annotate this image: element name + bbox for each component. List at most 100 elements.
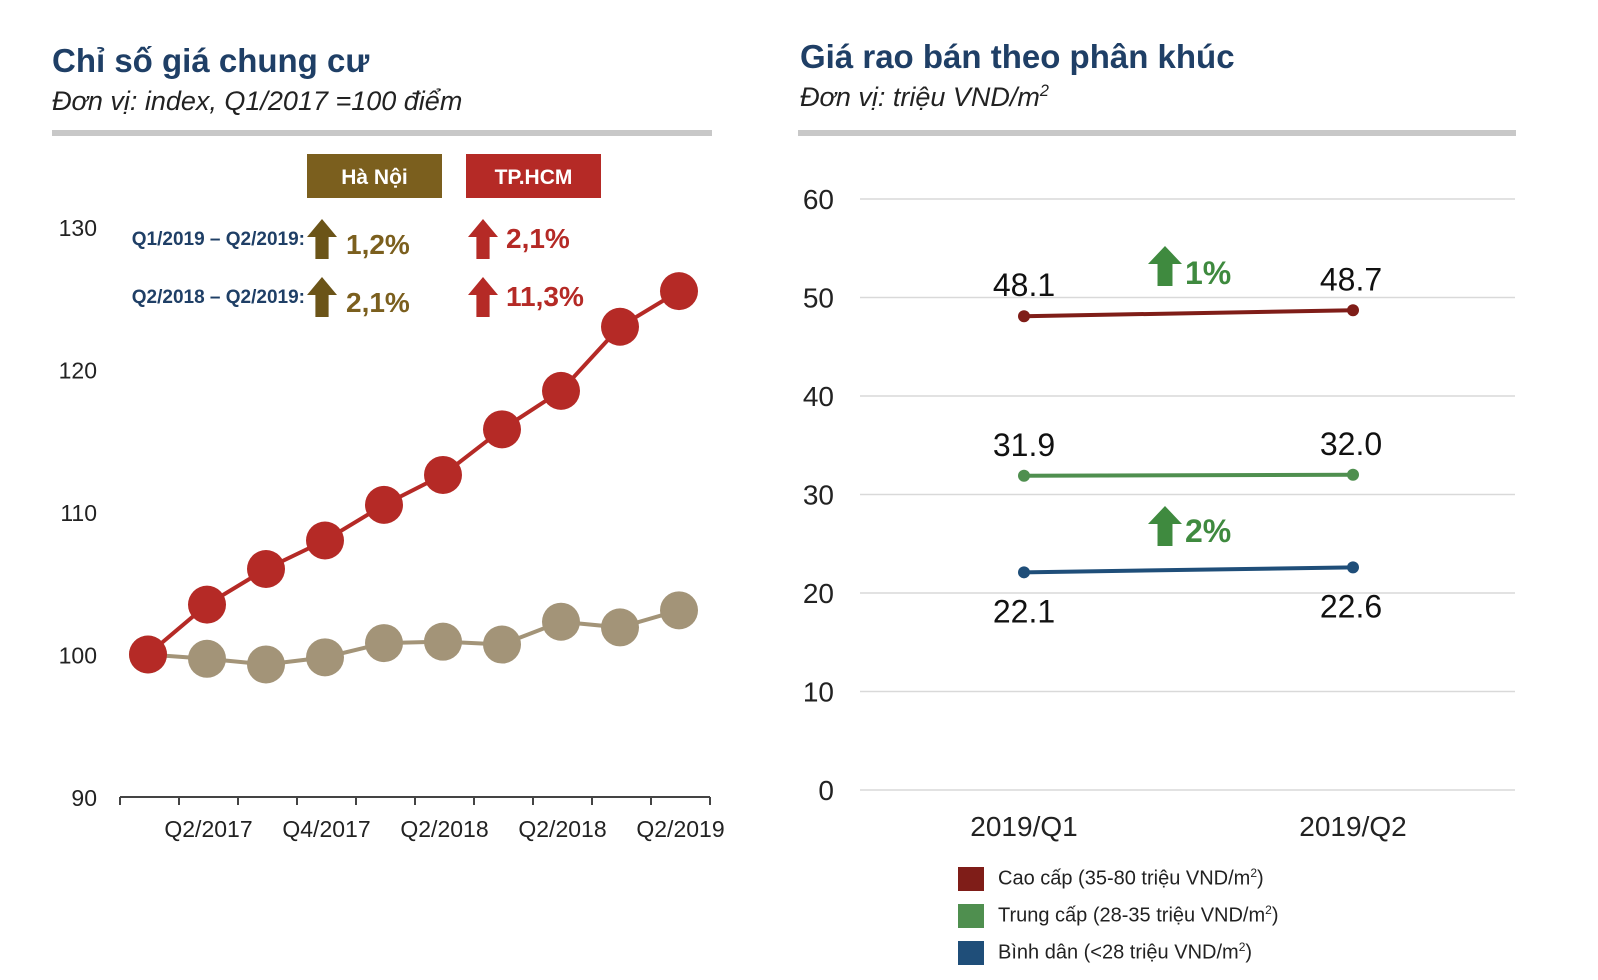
up-arrow-icon (307, 219, 337, 259)
y-tick-label: 10 (803, 677, 834, 708)
legend-label-sup: 2 (1265, 903, 1272, 918)
change-period-label: Q1/2019 – Q2/2019: (132, 229, 305, 250)
up-arrow-icon (468, 277, 498, 317)
data-point (424, 455, 462, 494)
y-tick-label: 110 (60, 500, 97, 526)
data-point (306, 638, 344, 677)
data-point (1018, 566, 1030, 579)
legend-label-sup: 2 (1250, 866, 1258, 881)
data-label: 31.9 (993, 427, 1055, 463)
x-tick-label: Q2/2017 (164, 816, 252, 842)
data-point (247, 645, 285, 684)
legend-item: Bình dân (<28 triệu VND/m2) (958, 934, 1279, 971)
series-line (1023, 308, 1354, 319)
change-hn-value: 1,2% (346, 229, 410, 260)
y-tick-label: 20 (803, 578, 834, 609)
x-tick-label: Q2/2018 (518, 816, 606, 842)
data-label: 48.1 (993, 267, 1055, 303)
badge-bg (466, 154, 601, 198)
legend-item: Cao cấp (35-80 triệu VND/m2) (958, 860, 1279, 897)
y-tick-label: 120 (59, 358, 97, 384)
data-point (306, 521, 344, 560)
up-arrow-icon (1148, 246, 1182, 286)
change-hn-value: 2,1% (346, 287, 410, 318)
legend-label-sup: 2 (1238, 940, 1246, 955)
right-chart-title: Giá rao bán theo phân khúc (800, 38, 1235, 75)
change-period-label: Q2/2018 – Q2/2019: (132, 287, 305, 308)
data-point (424, 622, 462, 661)
legend-label: Bình dân (<28 triệu VND/m2) (998, 940, 1252, 965)
x-category-label: 2019/Q2 (1299, 811, 1406, 842)
data-point (542, 602, 580, 641)
x-tick-label: Q2/2019 (636, 816, 724, 842)
data-point (542, 371, 580, 410)
legend-item: Trung cấp (28-35 triệu VND/m2) (958, 897, 1279, 934)
right-subtitle-text: Đơn vị: triệu VND/m (800, 82, 1040, 112)
y-tick-label: 90 (71, 785, 97, 811)
data-point (365, 624, 403, 663)
series-line (1023, 472, 1354, 478)
y-tick-label: 30 (803, 480, 834, 511)
data-label: 22.6 (1320, 588, 1382, 624)
data-point (1347, 468, 1359, 481)
change-label: 1% (1185, 255, 1231, 291)
right-legend: Cao cấp (35-80 triệu VND/m2) Trung cấp (… (958, 860, 1279, 971)
data-point (1018, 469, 1030, 482)
data-point (129, 635, 167, 674)
legend-label: Trung cấp (28-35 triệu VND/m2) (998, 903, 1279, 928)
y-tick-label: 0 (818, 775, 834, 806)
series-line (1023, 565, 1354, 575)
up-arrow-icon (1148, 506, 1182, 546)
legend-label-tail: ) (1257, 867, 1264, 890)
x-category-label: 2019/Q1 (970, 811, 1077, 842)
legend-label-text: Bình dân (<28 triệu VND/m (998, 941, 1239, 964)
data-label: 22.1 (993, 593, 1055, 629)
legend-swatch-cao-cap (958, 866, 984, 891)
data-point (660, 591, 698, 630)
data-point (601, 307, 639, 346)
left-title-rule (52, 130, 712, 136)
x-tick-label: Q4/2017 (282, 816, 370, 842)
y-tick-label: 50 (803, 283, 834, 314)
y-tick-label: 130 (59, 215, 97, 241)
left-line-chart: Hà Nội TP.HCM Q1/2019 – Q2/2019: 1,2% 2,1% Q… (59, 154, 725, 842)
legend-label-tail: ) (1245, 941, 1253, 964)
legend-label-text: Trung cấp (28-35 triệu VND/m (998, 904, 1266, 927)
data-point (188, 585, 226, 624)
x-tick-label: Q2/2018 (400, 816, 488, 842)
data-point (660, 272, 698, 311)
data-point (483, 625, 521, 664)
right-subtitle-sup: 2 (1039, 82, 1049, 100)
data-point (1347, 561, 1359, 574)
right-title-rule (798, 130, 1516, 136)
series-line (146, 289, 681, 657)
y-tick-label: 60 (803, 184, 834, 215)
data-label: 32.0 (1320, 426, 1382, 462)
change-label: 2% (1185, 513, 1231, 549)
legend-swatch-binh-dan (958, 940, 984, 965)
y-tick-label: 100 (59, 643, 97, 669)
legend-label-text: Cao cấp (35-80 triệu VND/m (998, 867, 1251, 890)
data-point (365, 485, 403, 524)
change-hcm-value: 2,1% (506, 223, 570, 254)
right-chart-subtitle: Đơn vị: triệu VND/m2 (800, 82, 1049, 113)
legend-swatch-trung-cap (958, 903, 984, 928)
badge-bg (307, 154, 442, 198)
data-point (483, 410, 521, 449)
right-line-chart: 0 10 20 30 40 50 60 2019/Q1 2019/Q2 48.1 48.7 31.9… (803, 184, 1515, 842)
data-point (1018, 310, 1030, 323)
left-chart-subtitle: Đơn vị: index, Q1/2017 =100 điểm (52, 86, 463, 116)
legend-label: Cao cấp (35-80 triệu VND/m2) (998, 866, 1264, 891)
badge-label: TP.HCM (495, 166, 573, 189)
change-hcm-value: 11,3% (506, 281, 584, 312)
data-point (601, 608, 639, 647)
data-point (188, 639, 226, 678)
series-line (147, 608, 680, 667)
data-label: 48.7 (1320, 261, 1382, 297)
left-chart-title: Chỉ số giá chung cư (52, 42, 370, 79)
legend-label-tail: ) (1271, 904, 1279, 927)
up-arrow-icon (468, 219, 498, 259)
badge-label: Hà Nội (341, 166, 408, 189)
data-point (247, 550, 285, 588)
up-arrow-icon (307, 277, 337, 317)
